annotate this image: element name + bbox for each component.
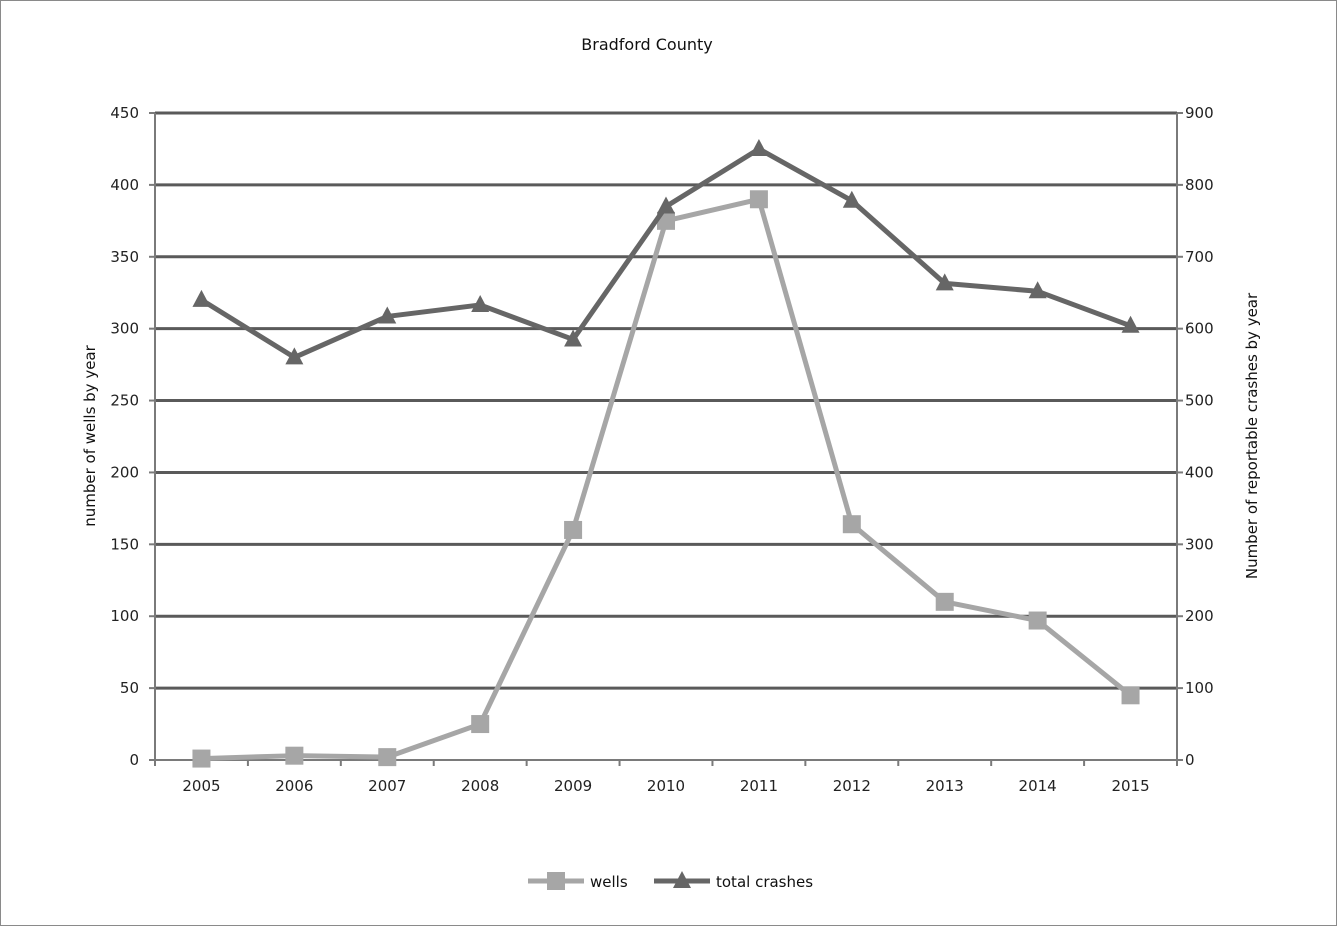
data-point-square	[842, 515, 861, 534]
legend-label: total crashes	[716, 873, 813, 891]
x-tick-label: 2008	[461, 777, 499, 795]
left-tick-label: 300	[110, 320, 139, 338]
x-tick-label: 2013	[926, 777, 964, 795]
right-tick-label: 800	[1185, 176, 1214, 194]
data-point-triangle	[1028, 281, 1047, 299]
data-point-square	[1121, 686, 1140, 705]
right-tick-label: 300	[1185, 535, 1214, 553]
x-tick-label: 2014	[1019, 777, 1057, 795]
left-tick-label: 100	[110, 607, 139, 625]
right-axis-title: Number of reportable crashes by year	[1243, 292, 1261, 579]
chart-title: Bradford County	[581, 35, 712, 54]
left-axis-title: number of wells by year	[81, 344, 99, 526]
left-tick-label: 450	[110, 104, 139, 122]
left-tick-label: 150	[110, 535, 139, 553]
gridlines	[155, 111, 1177, 690]
left-tick-label: 350	[110, 248, 139, 266]
data-point-square	[192, 749, 211, 768]
right-tick-label: 700	[1185, 248, 1214, 266]
legend-label: wells	[590, 873, 628, 891]
series-wells	[192, 190, 1140, 768]
right-tick-label: 900	[1185, 104, 1214, 122]
right-tick-label: 400	[1185, 463, 1214, 481]
legend-item-wells: wells	[528, 872, 628, 891]
x-tick-label: 2005	[182, 777, 220, 795]
legend: wells total crashes	[528, 871, 813, 891]
data-point-square	[749, 190, 768, 209]
right-tick-label: 0	[1185, 751, 1195, 769]
right-tick-label: 500	[1185, 392, 1214, 410]
data-point-triangle	[842, 190, 861, 208]
data-point-square	[1028, 611, 1047, 630]
data-point-triangle	[378, 306, 397, 324]
data-point-triangle	[1121, 315, 1140, 333]
axes	[149, 112, 1183, 766]
left-axis-tick-labels: 0 50 100 150 200 250 300 350 400 450	[110, 104, 139, 769]
legend-marker	[547, 872, 565, 890]
series-line	[201, 196, 1133, 762]
data-point-square	[935, 592, 954, 611]
x-tick-label: 2010	[647, 777, 685, 795]
x-tick-label: 2011	[740, 777, 778, 795]
right-tick-label: 600	[1185, 320, 1214, 338]
data-point-square	[378, 748, 397, 767]
data-point-triangle	[564, 329, 583, 347]
data-point-triangle	[192, 289, 211, 307]
series-total-crashes	[192, 138, 1140, 365]
data-point-square	[285, 746, 304, 765]
x-tick-label: 2007	[368, 777, 406, 795]
x-tick-label: 2009	[554, 777, 592, 795]
legend-marker	[673, 871, 691, 888]
data-point-square	[471, 715, 490, 734]
x-tick-label: 2012	[833, 777, 871, 795]
data-point-triangle	[471, 294, 490, 312]
data-point-triangle	[935, 273, 954, 291]
left-tick-label: 250	[110, 392, 139, 410]
x-tick-label: 2015	[1111, 777, 1149, 795]
right-tick-label: 200	[1185, 607, 1214, 625]
data-point-triangle	[749, 138, 768, 156]
legend-item-total-crashes: total crashes	[654, 871, 813, 891]
right-axis-tick-labels: 0 100 200 300 400 500 600 700 800 900	[1185, 104, 1214, 769]
left-tick-label: 0	[129, 751, 139, 769]
left-tick-label: 50	[120, 679, 139, 697]
left-tick-label: 400	[110, 176, 139, 194]
series-line	[200, 146, 1132, 360]
left-tick-label: 200	[110, 463, 139, 481]
data-point-triangle	[657, 196, 675, 214]
right-tick-label: 100	[1185, 679, 1214, 697]
series-layer	[192, 138, 1140, 768]
x-axis-tick-labels: 2005 2006 2007 2008 2009 2010 2011 2012 2013 2014…	[182, 777, 1149, 795]
x-tick-label: 2006	[275, 777, 313, 795]
data-point-triangle	[285, 347, 304, 365]
data-point-square	[564, 520, 583, 539]
